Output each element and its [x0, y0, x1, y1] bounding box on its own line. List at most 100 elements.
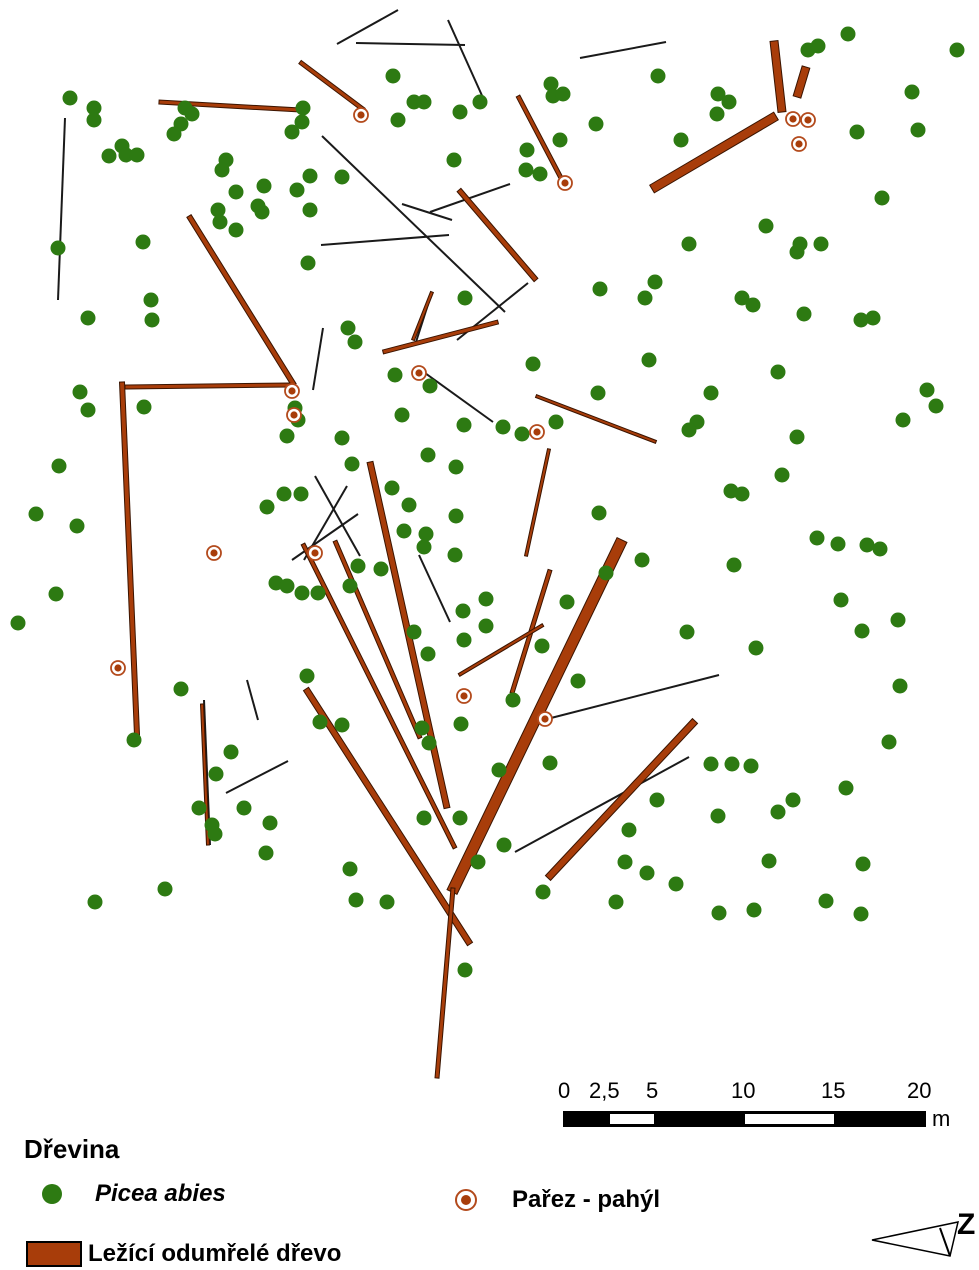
tree-marker [809, 530, 825, 546]
tree-marker [101, 148, 117, 164]
tree-marker [80, 402, 96, 418]
tree-marker [668, 876, 684, 892]
tree-marker [258, 845, 274, 861]
tree-marker [10, 615, 26, 631]
tree-marker [703, 756, 719, 772]
tree-marker [446, 152, 462, 168]
tree-marker [157, 881, 173, 897]
tree-marker [420, 447, 436, 463]
tree-marker [608, 894, 624, 910]
legend-item-deadwood: Ležící odumřelé dřevo [26, 1240, 341, 1268]
deadwood-log [199, 703, 211, 846]
tree-marker [342, 861, 358, 877]
tree-marker [390, 112, 406, 128]
tree-marker [447, 547, 463, 563]
tree-marker [514, 426, 530, 442]
tree-marker [396, 523, 412, 539]
tree-marker [649, 792, 665, 808]
tree-marker [673, 132, 689, 148]
tree-marker [721, 94, 737, 110]
tree-marker [892, 678, 908, 694]
tree-marker [144, 312, 160, 328]
tree-marker [874, 190, 890, 206]
tree-marker [416, 94, 432, 110]
tree-marker [470, 854, 486, 870]
deadwood-log [434, 887, 456, 1079]
deadwood-thin-log [225, 760, 289, 794]
tree-marker [223, 744, 239, 760]
tree-marker [214, 162, 230, 178]
tree-marker [373, 561, 389, 577]
tree-marker [279, 578, 295, 594]
tree-marker [62, 90, 78, 106]
tree-marker [416, 539, 432, 555]
tree-marker [748, 640, 764, 656]
deadwood-log [544, 717, 699, 882]
tree-marker [621, 822, 637, 838]
tree-marker [72, 384, 88, 400]
deadwood-thin-log [336, 9, 399, 45]
tree-marker [949, 42, 965, 58]
tree-marker [284, 124, 300, 140]
tree-icon [42, 1184, 62, 1204]
stump-marker [110, 660, 126, 676]
tree-marker [394, 407, 410, 423]
tree-marker [910, 122, 926, 138]
tree-marker [859, 537, 875, 553]
tree-marker [590, 385, 606, 401]
tree-marker [422, 378, 438, 394]
tree-marker [340, 320, 356, 336]
tree-marker [592, 281, 608, 297]
deadwood-thin-log [321, 135, 506, 313]
tree-marker [236, 800, 252, 816]
tree-marker [472, 94, 488, 110]
legend-title: Dřevina [24, 1134, 120, 1164]
tree-marker [126, 732, 142, 748]
tree-marker [890, 612, 906, 628]
legend-item-stump: Pařez - pahýl [454, 1186, 660, 1214]
legend-stump-label: Pařez - pahýl [512, 1186, 661, 1213]
scale-tick-label: 5 [646, 1078, 659, 1103]
tree-marker [770, 364, 786, 380]
deadwood-log [186, 213, 297, 388]
tree-marker [334, 169, 350, 185]
tree-marker [881, 734, 897, 750]
tree-marker [228, 222, 244, 238]
tree-marker [51, 458, 67, 474]
tree-marker [679, 624, 695, 640]
tree-marker [28, 506, 44, 522]
scale-tick-label: 15 [821, 1078, 846, 1103]
tree-marker [761, 853, 777, 869]
tree-marker [743, 758, 759, 774]
deadwood-layer [118, 39, 811, 1079]
tree-marker [457, 290, 473, 306]
tree-marker [86, 112, 102, 128]
tree-marker [350, 558, 366, 574]
tree-marker [184, 106, 200, 122]
tree-marker [495, 419, 511, 435]
tree-marker [534, 638, 550, 654]
stump-marker [537, 711, 553, 727]
tree-marker [300, 255, 316, 271]
deadwood-thin-log [401, 203, 453, 221]
tree-marker [87, 894, 103, 910]
stump-marker [456, 688, 472, 704]
stump-marker [353, 107, 369, 123]
stump-marker [791, 136, 807, 152]
tree-marker [818, 893, 834, 909]
tree-marker [455, 603, 471, 619]
scale-unit: m [932, 1106, 951, 1131]
deadwood-thin-log [355, 42, 466, 46]
tree-marker [591, 505, 607, 521]
tree-marker [344, 456, 360, 472]
legend-deadwood-label: Ležící odumřelé dřevo [88, 1240, 342, 1267]
tree-marker [334, 717, 350, 733]
legend-item-tree: Picea abies [40, 1180, 226, 1208]
legend-tree-label: Picea abies [95, 1180, 226, 1207]
stump-marker [411, 365, 427, 381]
tree-marker [453, 716, 469, 732]
tree-layer [10, 26, 965, 978]
tree-marker [254, 204, 270, 220]
deadwood-log [456, 187, 539, 283]
tree-marker [491, 762, 507, 778]
